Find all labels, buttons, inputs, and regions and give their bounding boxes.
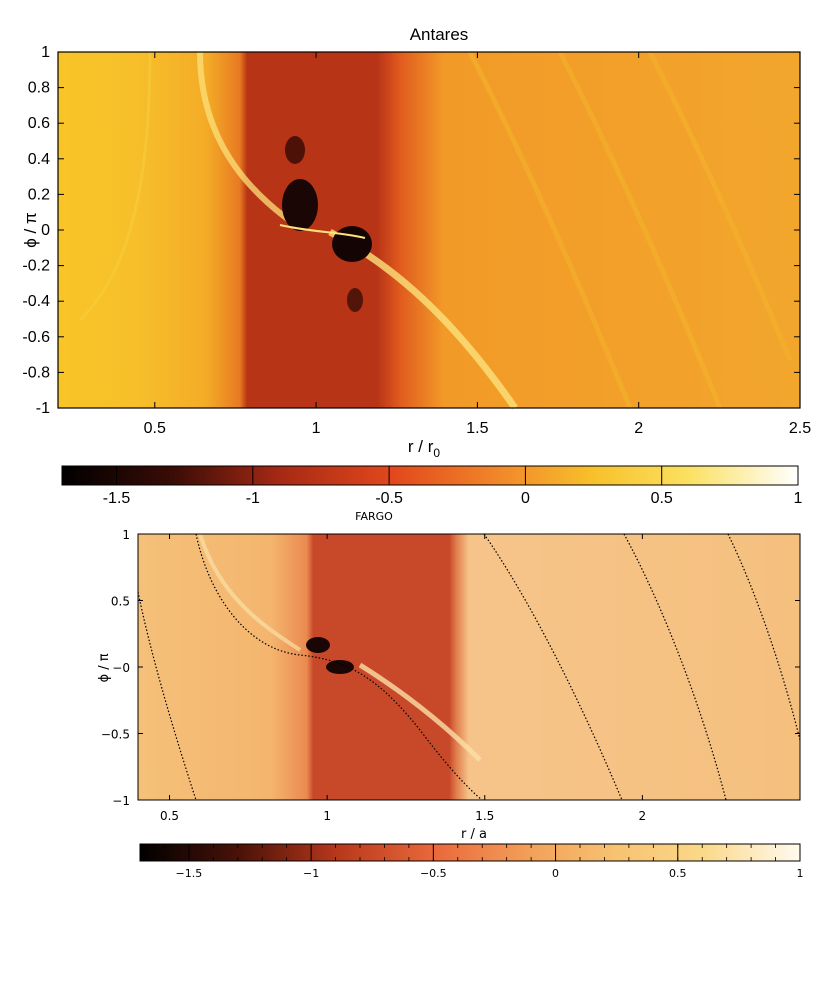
- x-tick-label: 1: [312, 420, 321, 437]
- colorbar-tick-label: 1: [794, 490, 803, 507]
- x-axis: 0.5 1 1.5 2 2.5: [144, 52, 811, 437]
- spiral-band-1: [467, 50, 633, 409]
- wake-outer: [78, 51, 152, 322]
- colorbar-tick-label: −1: [303, 867, 319, 880]
- y-tick-label: 0.2: [28, 186, 50, 203]
- colorbar-tick-label: -0.5: [375, 490, 403, 507]
- y-axis-label: ϕ / π: [21, 212, 40, 247]
- vortex-lower: [332, 226, 372, 262]
- y-tick-label: 1: [41, 44, 50, 61]
- colorbar-tick-label: -1.5: [103, 490, 131, 507]
- colorbar-tick-label: 0: [552, 867, 559, 880]
- spiral-curve-2: [195, 533, 483, 801]
- spiral-curve-1: [137, 591, 197, 801]
- wake-core: [279, 224, 366, 239]
- colorbar-ticks: -1.5 -1 -0.5 0 0.5 1: [103, 466, 803, 507]
- x-axis-label: r / r0: [408, 437, 441, 460]
- y-tick-label: −0: [112, 661, 130, 675]
- vortex-lower: [326, 660, 354, 674]
- colorbar-tick-label: 0.5: [669, 867, 687, 880]
- y-tick-label: 0.6: [28, 115, 50, 132]
- spiral-curve-3: [483, 533, 623, 801]
- y-tick-label: 1: [122, 528, 130, 542]
- y-tick-label: -0.4: [22, 293, 50, 310]
- colorbar-gradient: [139, 843, 801, 862]
- y-tick-label: -0.8: [22, 364, 50, 381]
- colorbar-tick-label: −1.5: [176, 867, 203, 880]
- vortex-blob-1: [285, 136, 305, 164]
- heatmap-background: [58, 52, 800, 408]
- y-axis-label: ϕ / π: [97, 653, 112, 682]
- wake-upper: [198, 533, 302, 652]
- x-axis: 0.5 1 1.5 2: [160, 534, 646, 823]
- colorbar-antares: -1.5 -1 -0.5 0 0.5 1: [61, 465, 803, 507]
- colorbar-tick-label: 1: [797, 867, 804, 880]
- colorbar-tick-label: 0: [521, 490, 530, 507]
- x-tick-label: 2: [639, 809, 647, 823]
- x-tick-label: 2: [634, 420, 643, 437]
- colorbar-gradient: [61, 465, 799, 486]
- vortex-upper: [282, 179, 318, 231]
- spiral-band-3: [647, 50, 793, 361]
- chart-fargo: FARGO 0.5 1 1.5 2 1 0.5 −0 −0.5 −1 r / a ϕ / π: [97, 510, 801, 842]
- colorbar-tick-label: −0.5: [420, 867, 447, 880]
- spiral-curve-4: [623, 533, 727, 801]
- x-tick-label: 0.5: [160, 809, 179, 823]
- y-tick-label: −0.5: [101, 728, 130, 742]
- y-tick-label: -1: [36, 400, 50, 417]
- chart-antares: Antares 0.5 1 1.5 2 2.5 1 0.8 0.6 0.4 0.2 0 -0.2 -0…: [21, 25, 811, 460]
- spiral-band-2: [557, 50, 723, 409]
- colorbar-tick-label: -1: [246, 490, 260, 507]
- y-axis: 1 0.5 −0 −0.5 −1: [101, 528, 800, 808]
- y-tick-label: 0: [41, 222, 50, 239]
- chart-title: Antares: [410, 25, 469, 44]
- x-tick-label: 1: [323, 809, 331, 823]
- wake-lower: [358, 662, 482, 762]
- colorbar-tick-label: 0.5: [651, 490, 673, 507]
- x-tick-label: 1.5: [475, 809, 494, 823]
- y-tick-label: -0.6: [22, 329, 50, 346]
- x-tick-label: 2.5: [789, 420, 811, 437]
- colorbar-fargo: −1.5 −1 −0.5 0 0.5 1: [139, 843, 804, 880]
- x-axis-label: r / a: [461, 827, 487, 842]
- y-tick-label: 0.5: [111, 595, 130, 609]
- vortex-blob-2: [347, 288, 363, 312]
- x-tick-label: 0.5: [144, 420, 166, 437]
- y-tick-label: 0.4: [28, 151, 50, 168]
- chart-title: FARGO: [355, 510, 393, 523]
- colorbar-ticks: −1.5 −1 −0.5 0 0.5 1: [164, 844, 804, 880]
- heatmap-background: [138, 534, 800, 800]
- x-tick-label: 1.5: [466, 420, 488, 437]
- y-tick-label: 0.8: [28, 80, 50, 97]
- vortex-upper: [306, 637, 330, 653]
- y-tick-label: -0.2: [22, 258, 50, 275]
- y-tick-label: −1: [112, 794, 130, 808]
- y-axis: 1 0.8 0.6 0.4 0.2 0 -0.2 -0.4 -0.6 -0.8 -1: [22, 44, 800, 417]
